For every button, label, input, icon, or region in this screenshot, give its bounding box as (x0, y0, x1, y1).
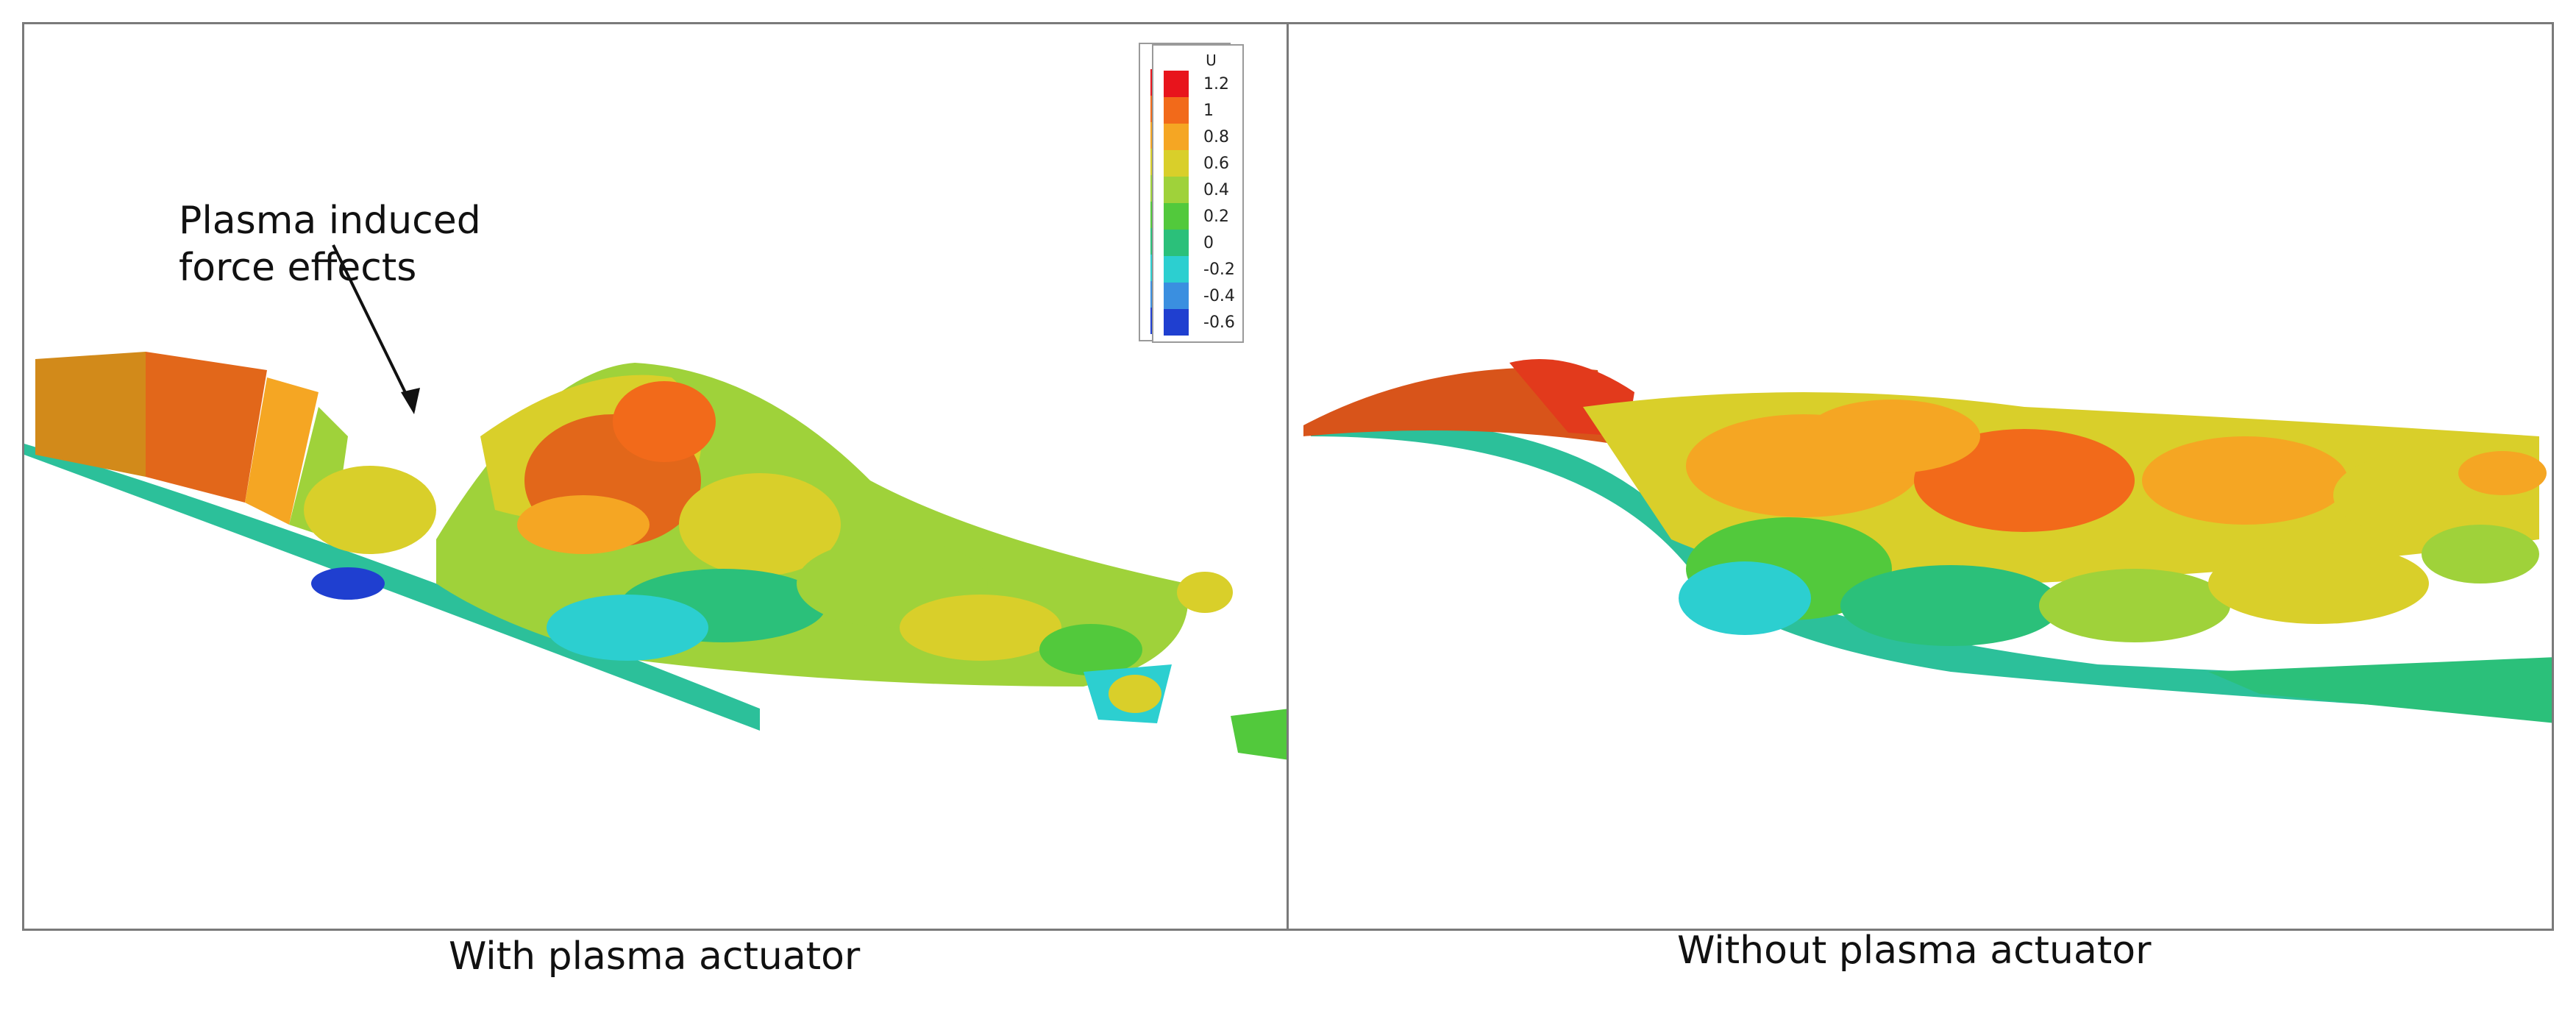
legend-swatch (1164, 230, 1189, 256)
legend-label: -0.6 (1203, 313, 1235, 332)
legend-label: 1 (1203, 102, 1214, 120)
legend-swatch (1164, 150, 1189, 177)
color-legend-right: U 1.2 1 0.8 0.6 0.4 0.2 0 -0.2 -0.4 -0.6 (1152, 44, 1244, 343)
annotation-arrow (332, 244, 416, 411)
legend-swatch (1164, 124, 1189, 150)
left-visualization-panel: Plasma induced force effects (22, 22, 1289, 931)
legend-entry: 1.2 (1159, 71, 1238, 97)
legend-entry: 0.6 (1159, 150, 1238, 177)
legend-swatch (1164, 203, 1189, 230)
legend-label: 0.6 (1203, 155, 1229, 173)
legend-swatch (1164, 97, 1189, 124)
annotation-line-1: Plasma induced (179, 199, 481, 243)
legend-swatch (1164, 256, 1189, 283)
caption-without-actuator: Without plasma actuator (1677, 929, 2152, 973)
legend-label: 0.4 (1203, 181, 1229, 199)
legend-entry: 0 (1159, 230, 1238, 256)
right-visualization-panel (1287, 22, 2554, 931)
legend-label: 1.2 (1203, 75, 1229, 93)
plasma-annotation: Plasma induced force effects (179, 197, 481, 291)
annotation-line-2: force effects (179, 246, 417, 290)
legend-entry: 0.2 (1159, 203, 1238, 230)
flow-isosurface-with-actuator (24, 244, 1287, 760)
legend-entry: 0.8 (1159, 124, 1238, 150)
legend-label: -0.2 (1203, 260, 1235, 279)
legend-label: 0 (1203, 234, 1214, 252)
legend-entry: 1 (1159, 97, 1238, 124)
legend-entry: 0.4 (1159, 177, 1238, 203)
legend-title: U (1206, 52, 1217, 69)
legend-swatch (1164, 283, 1189, 309)
legend-entry: -0.6 (1159, 309, 1238, 336)
flow-isosurface-without-actuator (1303, 359, 2552, 723)
legend-entry: -0.2 (1159, 256, 1238, 283)
caption-with-actuator: With plasma actuator (449, 934, 861, 979)
legend-rows: 1.2 1 0.8 0.6 0.4 0.2 0 -0.2 -0.4 -0.6 (1159, 71, 1238, 336)
legend-label: 0.2 (1203, 207, 1229, 226)
legend-label: 0.8 (1203, 128, 1229, 146)
legend-swatch (1164, 71, 1189, 97)
legend-swatch (1164, 177, 1189, 203)
legend-label: -0.4 (1203, 287, 1235, 305)
legend-entry: -0.4 (1159, 283, 1238, 309)
legend-swatch (1164, 309, 1189, 336)
